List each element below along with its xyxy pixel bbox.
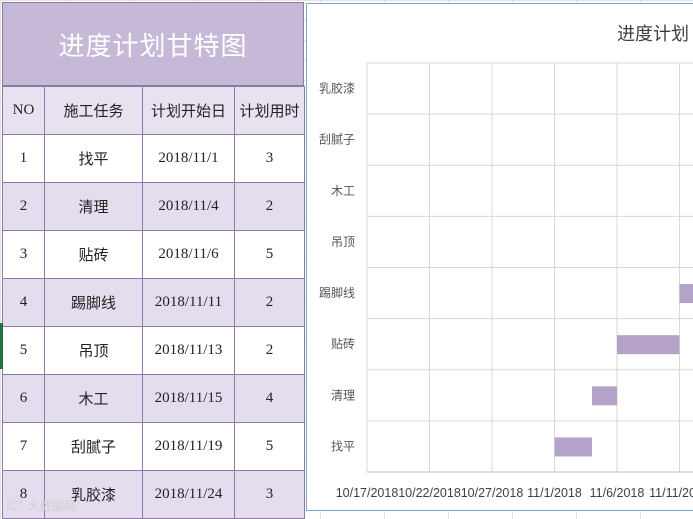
y-tick-label: 清理 <box>331 388 355 402</box>
y-tick-label: 找平 <box>331 439 355 453</box>
y-tick-label: 贴砖 <box>331 336 355 351</box>
cell-no[interactable]: 2 <box>2 182 45 231</box>
y-tick-label: 木工 <box>331 184 355 198</box>
cell-days[interactable]: 2 <box>234 326 305 375</box>
cell-start[interactable]: 2018/11/11 <box>142 278 235 327</box>
cell-task[interactable]: 木工 <box>44 374 143 423</box>
cell-task[interactable]: 乳胶漆 <box>44 470 143 519</box>
table-row: 7 刮腻子 2018/11/19 5 <box>2 422 305 471</box>
schedule-table-block: 进度计划甘特图 NO 施工任务 计划开始日 计划用时 1 找平 2018/11/1 3… <box>2 2 305 519</box>
sheet-title[interactable]: 进度计划甘特图 <box>2 2 304 86</box>
cell-task[interactable]: 刮腻子 <box>44 422 143 471</box>
header-days[interactable]: 计划用时 <box>234 86 305 135</box>
cell-task[interactable]: 清理 <box>44 182 143 231</box>
cell-no[interactable]: 3 <box>2 230 45 279</box>
gantt-bar <box>617 335 680 355</box>
cell-days[interactable]: 2 <box>234 182 305 231</box>
x-tick-label: 11/6/2018 <box>590 486 645 500</box>
cell-task[interactable]: 贴砖 <box>44 230 143 279</box>
cell-start[interactable]: 2018/11/15 <box>142 374 235 423</box>
cell-days[interactable]: 3 <box>234 470 305 519</box>
cell-start[interactable]: 2018/11/24 <box>142 470 235 519</box>
cell-days[interactable]: 4 <box>234 374 305 423</box>
cell-days[interactable]: 5 <box>234 422 305 471</box>
cell-no[interactable]: 8 <box>2 470 45 519</box>
cell-no[interactable]: 1 <box>2 134 45 183</box>
cell-no[interactable]: 6 <box>2 374 45 423</box>
y-tick-label: 刮腻子 <box>319 133 355 147</box>
x-tick-label: 10/27/2018 <box>461 486 524 500</box>
cell-days[interactable]: 5 <box>234 230 305 279</box>
table-row: 8 乳胶漆 2018/11/24 3 <box>2 470 305 519</box>
table-row: 6 木工 2018/11/15 4 <box>2 374 305 423</box>
header-task[interactable]: 施工任务 <box>44 86 143 135</box>
header-row: NO 施工任务 计划开始日 计划用时 <box>2 86 305 135</box>
cell-start[interactable]: 2018/11/19 <box>142 422 235 471</box>
gantt-bar <box>554 437 592 457</box>
cell-no[interactable]: 5 <box>2 326 45 375</box>
table-row: 5 吊顶 2018/11/13 2 <box>2 326 305 375</box>
gantt-bar <box>592 386 617 406</box>
cell-start[interactable]: 2018/11/13 <box>142 326 235 375</box>
chart-title: 进度计划 <box>617 24 689 44</box>
task-table: NO 施工任务 计划开始日 计划用时 1 找平 2018/11/1 3 2 清理 2018… <box>2 86 305 519</box>
table-row: 4 踢脚线 2018/11/11 2 <box>2 278 305 327</box>
selected-row-marker <box>0 323 3 369</box>
y-tick-label: 吊顶 <box>331 235 355 249</box>
cell-days[interactable]: 2 <box>234 278 305 327</box>
y-tick-label: 踢脚线 <box>319 285 355 300</box>
table-row: 2 清理 2018/11/4 2 <box>2 182 305 231</box>
cell-days[interactable]: 3 <box>234 134 305 183</box>
x-tick-label: 10/22/2018 <box>398 486 461 500</box>
watermark-logo: IC° 大数据局 <box>6 499 76 513</box>
cell-start[interactable]: 2018/11/6 <box>142 230 235 279</box>
table-row: 3 贴砖 2018/11/6 5 <box>2 230 305 279</box>
cell-start[interactable]: 2018/11/1 <box>142 134 235 183</box>
x-tick-label: 10/17/2018 <box>336 486 399 500</box>
x-tick-label: 11/11/2018 <box>649 486 693 500</box>
header-no[interactable]: NO <box>2 86 45 135</box>
cell-task[interactable]: 踢脚线 <box>44 278 143 327</box>
cell-task[interactable]: 找平 <box>44 134 143 183</box>
gantt-bar <box>679 284 693 304</box>
cell-no[interactable]: 4 <box>2 278 45 327</box>
table-row: 1 找平 2018/11/1 3 <box>2 134 305 183</box>
y-tick-label: 乳胶漆 <box>319 81 355 96</box>
cell-start[interactable]: 2018/11/4 <box>142 182 235 231</box>
cell-no[interactable]: 7 <box>2 422 45 471</box>
cell-task[interactable]: 吊顶 <box>44 326 143 375</box>
header-start[interactable]: 计划开始日 <box>142 86 235 135</box>
gantt-chart[interactable]: 进度计划 找平 清理 贴砖 踢脚线 吊顶 木工 刮腻子 乳胶漆 10/17/2018 10/22/… <box>306 3 693 511</box>
x-tick-label: 11/1/2018 <box>527 486 582 500</box>
